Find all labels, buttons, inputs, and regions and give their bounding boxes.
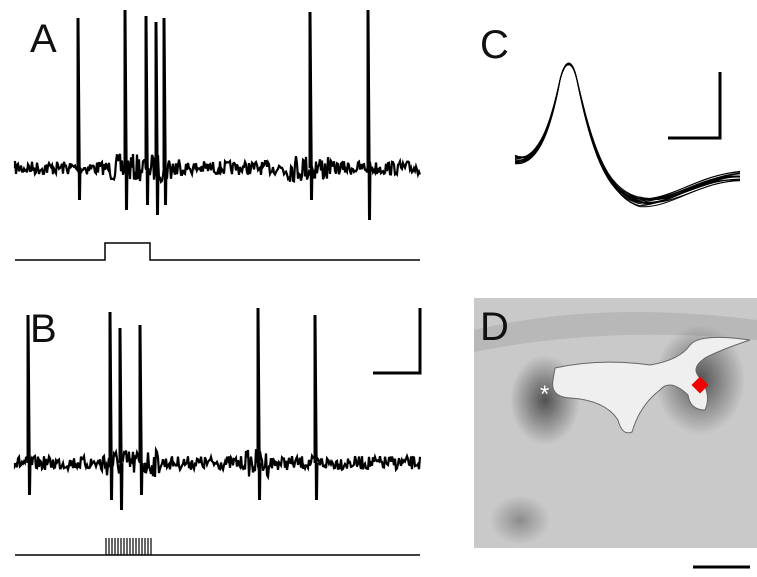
marker-asterisk: *	[540, 381, 549, 408]
figure: * A B C D	[0, 0, 757, 577]
spike	[315, 315, 317, 500]
spike-waveform	[515, 64, 740, 198]
spike	[146, 16, 148, 205]
spike	[120, 328, 122, 510]
spike	[78, 18, 80, 200]
spike	[310, 12, 312, 200]
spike	[258, 308, 260, 500]
panel-label: B	[30, 307, 57, 351]
spike	[125, 10, 127, 210]
histology-image: *	[474, 298, 757, 548]
stimulus-trace	[15, 243, 420, 260]
panel-label: C	[480, 23, 509, 67]
spike-waveform	[515, 64, 740, 200]
panel-label: D	[480, 305, 509, 349]
voltage-trace	[15, 154, 420, 182]
voltage-trace	[15, 449, 420, 477]
panel-label: A	[30, 17, 57, 61]
dark-region	[490, 495, 550, 545]
scale-bar	[373, 308, 420, 373]
spike	[110, 312, 112, 500]
stimulus-pulses	[106, 538, 151, 555]
spike	[156, 22, 158, 215]
spike	[164, 18, 166, 205]
spike	[368, 10, 370, 220]
scale-bar	[668, 72, 720, 138]
spike	[140, 325, 142, 495]
